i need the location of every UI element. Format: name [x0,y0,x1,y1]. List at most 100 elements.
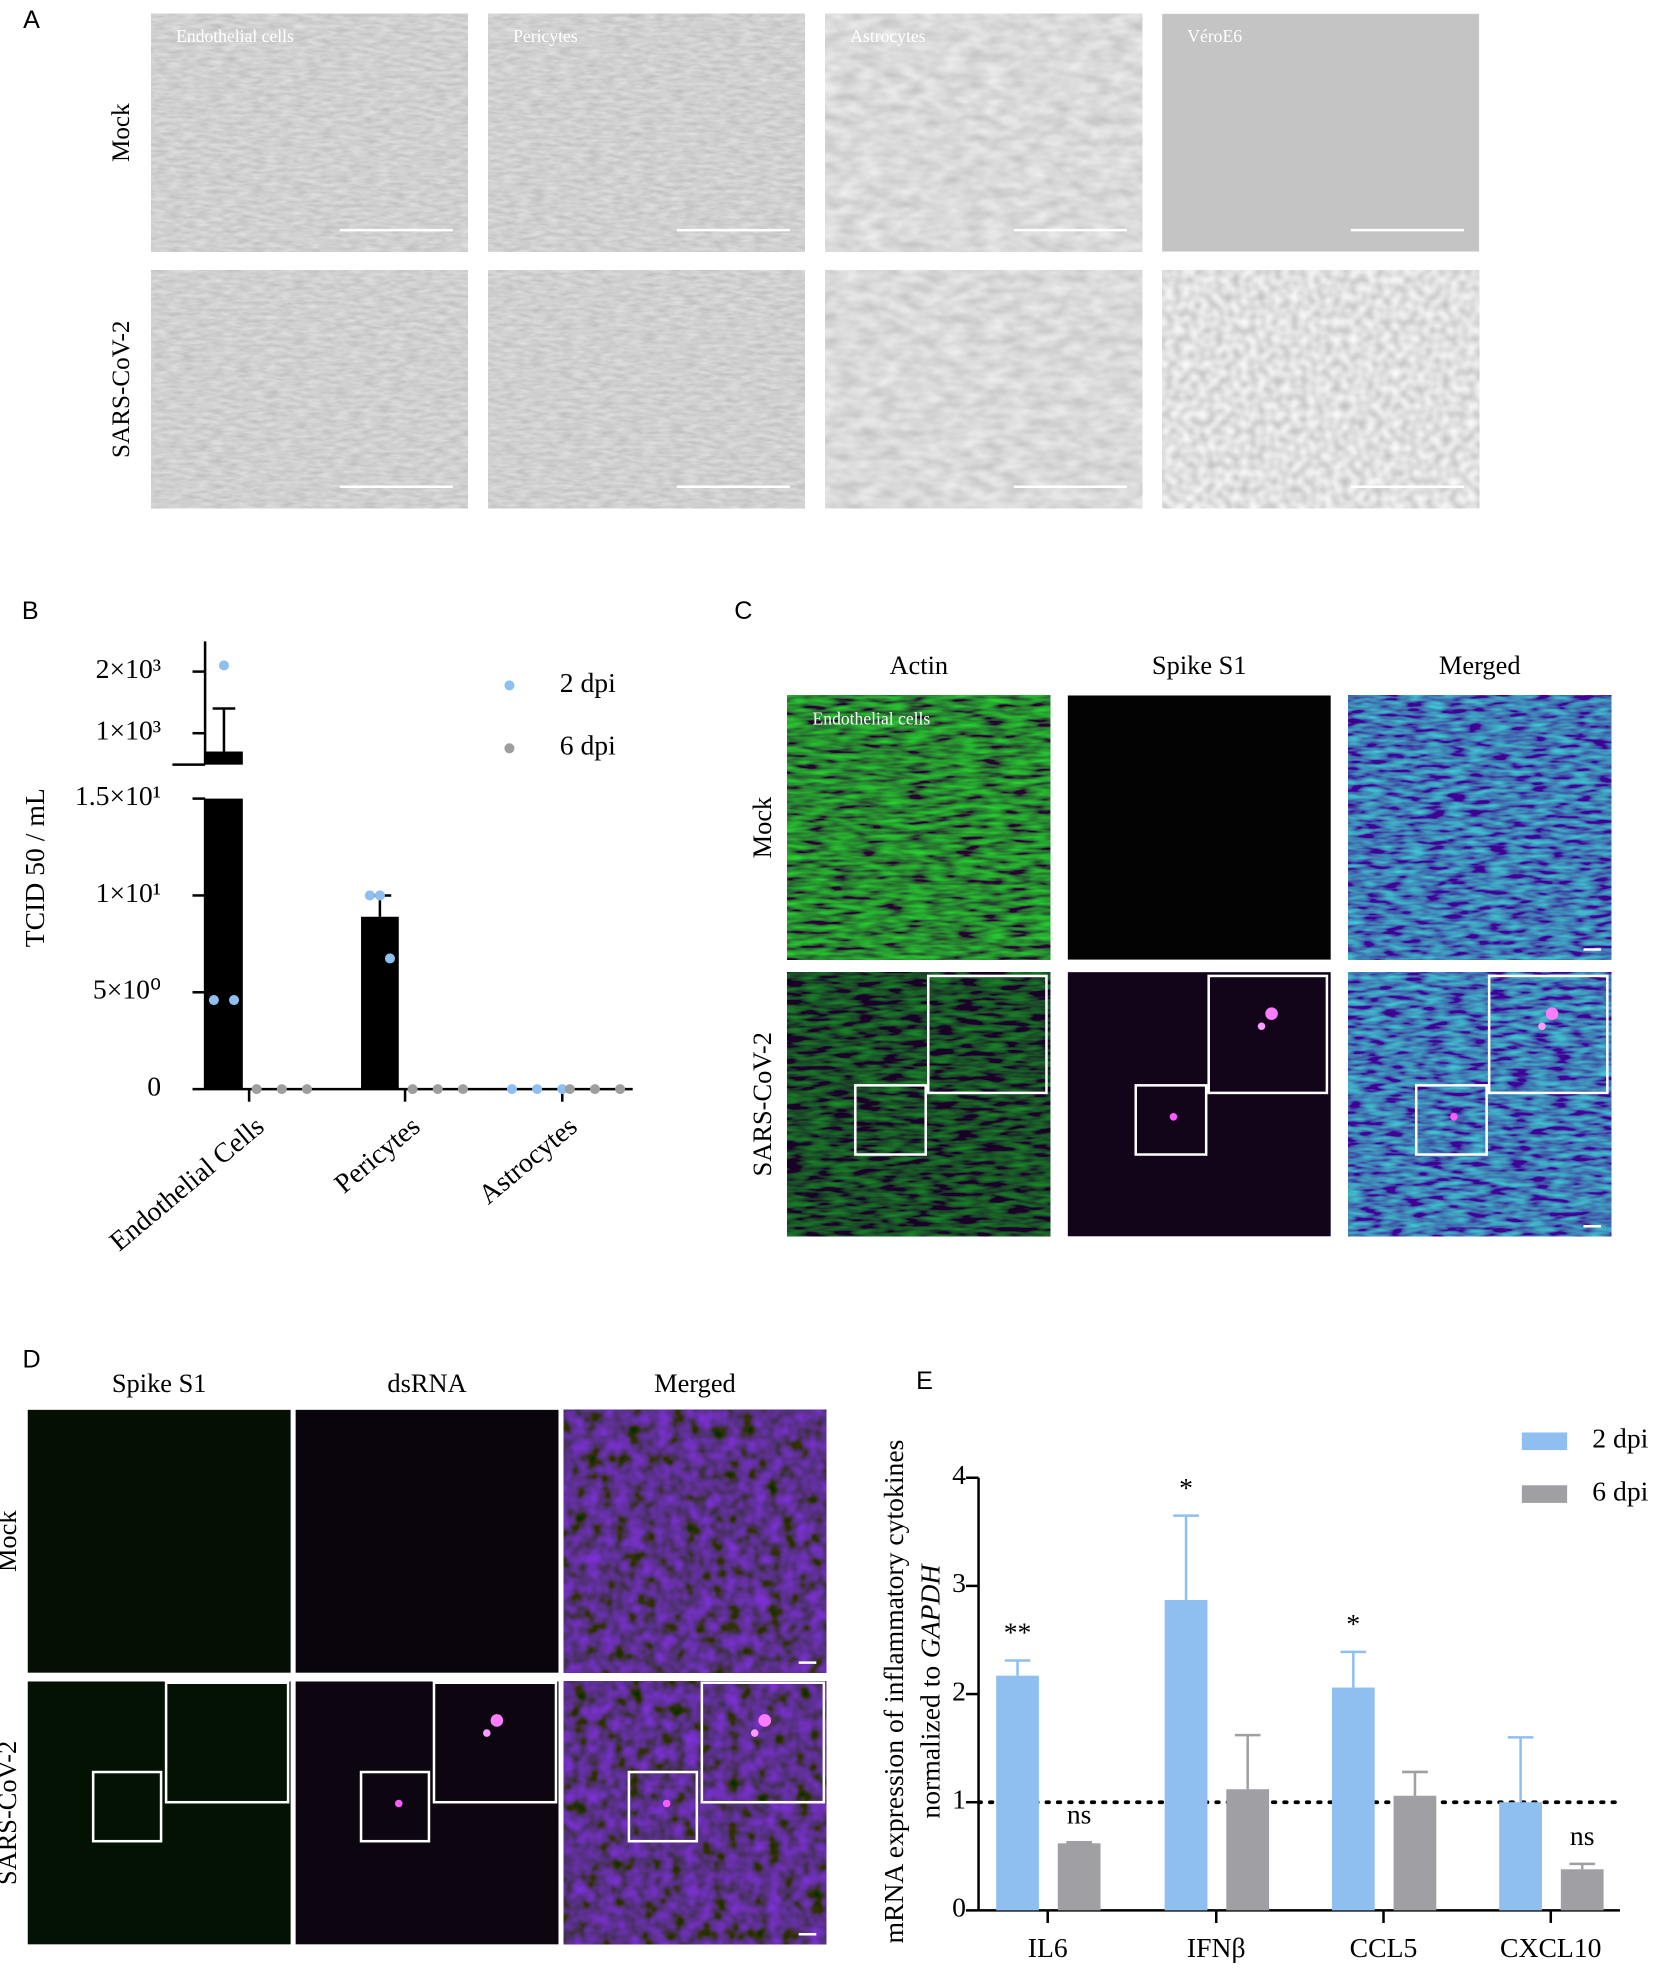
image-label: Endothelial cells [813,709,931,729]
x-tick-label: Astrocytes [472,1110,583,1210]
fluorescence-image [1067,972,1331,1237]
significance-label: ** [1004,1617,1032,1648]
signal [1265,1007,1278,1020]
panel-label: C [734,597,752,625]
legend-marker [504,680,515,691]
significance-label: ns [1570,1820,1595,1851]
row-label: SARS-CoV-2 [108,321,135,458]
signal [1538,1022,1546,1031]
legend-label: 2 dpi [560,667,616,698]
legend-marker [504,743,515,754]
legend-label: 2 dpi [1592,1423,1648,1454]
y-tick-label: 1×10¹ [96,877,161,908]
data-point [364,890,375,901]
bar [1331,1687,1375,1911]
image-label: VéroE6 [1187,26,1242,46]
signal [1545,1007,1559,1020]
image-label: Endothelial cells [176,26,294,46]
significance-label: ns [1067,1798,1092,1829]
bar [1057,1843,1101,1911]
data-point [564,1084,575,1095]
bar-upper [205,751,243,765]
legend-label: 6 dpi [1592,1475,1648,1506]
data-point [218,660,229,671]
fluorescence-image [1348,972,1612,1237]
data-point [374,890,385,901]
signal [1169,1113,1178,1121]
y-tick-label: 4 [952,1459,966,1490]
inset-box [627,1770,699,1843]
fluorescence-image [295,1409,559,1673]
bar [1164,1599,1208,1911]
y-tick-label: 1.5×10¹ [75,780,161,811]
micrograph [488,270,805,509]
inset-zoom [700,1681,826,1804]
legend-label: 6 dpi [560,730,616,761]
column-header: dsRNA [387,1368,466,1398]
signal [1257,1022,1266,1031]
signal [758,1714,772,1727]
bar [1393,1795,1437,1911]
data-point [557,1084,568,1095]
image-label: Pericytes [513,26,578,46]
inset-zoom [432,1681,558,1804]
column-header: Actin [889,650,948,680]
significance-label: * [1346,1608,1360,1639]
micrograph [488,13,805,252]
fluorescence-image [563,1409,827,1673]
inset-box [854,1084,927,1156]
bar [1499,1802,1542,1911]
y-tick-label: 0 [952,1892,966,1923]
fluorescence-image [1067,695,1331,960]
panel-label: E [916,1367,933,1395]
inset-zoom [164,1681,290,1804]
signal [394,1799,403,1808]
y-tick-label: 2 [952,1675,966,1706]
row-label: Mock [108,103,135,162]
data-point [276,1084,287,1095]
legend-marker [1521,1432,1568,1451]
data-point [407,1084,418,1095]
panel-label: D [22,1345,40,1373]
y-tick-label: 1 [952,1784,966,1815]
y-axis-label: mRNA expression of inflammatory cytokine… [878,1440,909,1944]
figure-content: A B C D E Mock Endothelial cells Pericytes Astro… [0,6,1649,1963]
micrograph [151,13,468,252]
data-point [384,953,395,964]
bar [361,916,399,1090]
data-point [589,1084,600,1095]
micrograph [1162,13,1480,252]
y-axis-label-text: normalized to [915,1666,946,1819]
inset-box [1414,1084,1488,1156]
inset-zoom [1487,974,1609,1095]
bar [1226,1789,1270,1911]
data-point [615,1084,626,1095]
x-tick-label: Pericytes [328,1110,426,1199]
fluorescence-image [295,1681,559,1945]
signal [490,1714,504,1727]
x-tick-label: CXCL10 [1500,1932,1601,1963]
y-tick-label: 0 [147,1070,161,1101]
inset-box [1134,1084,1208,1156]
inset-box [91,1770,163,1843]
bar [205,798,243,1090]
data-point [432,1084,443,1095]
column-header: Merged [654,1368,736,1398]
significance-label: * [1179,1472,1193,1503]
panel-label: A [23,6,40,34]
y-tick-label: 5×10⁰ [93,974,161,1005]
micrograph [1162,270,1480,509]
fluorescence-image [1348,695,1612,960]
signal [483,1729,491,1737]
y-tick-label: 2×10³ [96,653,161,684]
micrograph [825,270,1143,509]
image-label: Astrocytes [850,26,925,46]
row-label: Mock [0,1510,22,1572]
micrograph [825,13,1143,252]
y-tick-label: 1×10³ [96,715,161,746]
x-tick-label: IFNβ [1187,1932,1246,1963]
fluorescence-image [563,1681,827,1945]
micrograph [151,270,468,509]
